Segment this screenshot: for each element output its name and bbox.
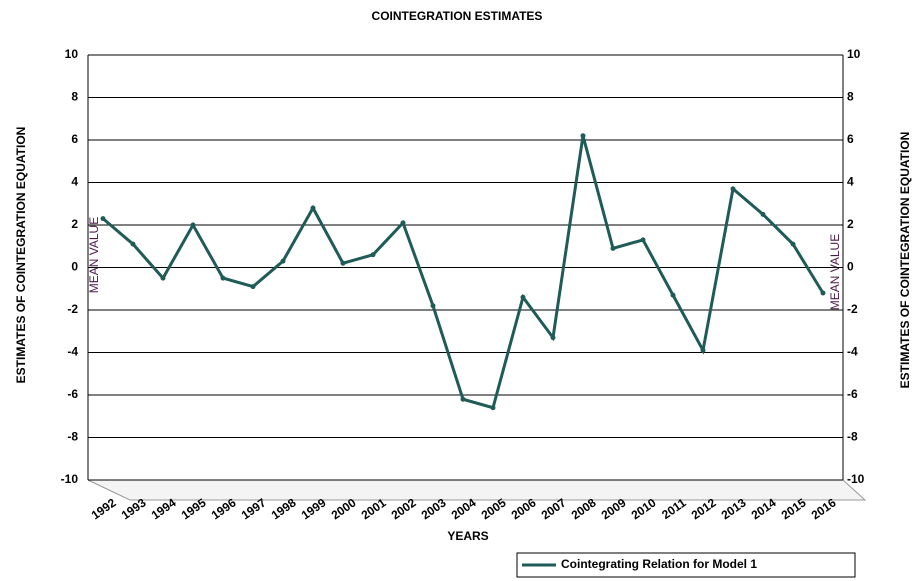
point <box>370 252 376 258</box>
point <box>220 275 226 281</box>
point <box>160 275 166 281</box>
point <box>190 222 196 228</box>
point <box>280 258 286 264</box>
y-tick-label: 4 <box>71 175 78 189</box>
y-tick-label: 8 <box>71 90 78 104</box>
x-axis-label: YEARS <box>447 529 488 543</box>
y-tick-label: 0 <box>71 260 78 274</box>
point <box>250 284 256 290</box>
y-tick-label: -4 <box>67 345 78 359</box>
series-line <box>102 135 825 410</box>
point <box>670 292 676 298</box>
point <box>760 211 766 217</box>
y-tick-label: 2 <box>71 217 78 231</box>
point <box>550 335 556 341</box>
point <box>610 245 616 251</box>
point <box>790 241 796 247</box>
y-tick-label: 6 <box>71 132 78 146</box>
legend <box>516 552 856 578</box>
annotation: MEAN VALUE <box>828 234 842 310</box>
point <box>820 290 826 296</box>
point <box>130 241 136 247</box>
point <box>640 237 646 243</box>
point <box>430 303 436 309</box>
y-tick-label: -8 <box>67 430 78 444</box>
point <box>700 347 706 353</box>
y-axis-label: ESTIMATES OF COINTEGRATION EQUATION <box>14 127 28 384</box>
y2-axis-label: ESTIMATES OF COINTEGRATION EQUATION <box>898 132 912 389</box>
point <box>520 294 526 300</box>
point <box>340 260 346 266</box>
y2-tick-label: 4 <box>847 175 854 189</box>
y2-tick-label: 8 <box>847 90 854 104</box>
point <box>460 396 466 402</box>
point <box>730 186 736 192</box>
y2-tick-label: -4 <box>847 345 858 359</box>
annotation: MEAN VALUE <box>87 217 101 293</box>
y2-tick-label: -8 <box>847 430 858 444</box>
y2-tick-label: -6 <box>847 387 858 401</box>
y2-tick-label: 10 <box>847 47 861 61</box>
y-tick-label: -10 <box>61 472 79 486</box>
y-tick-label: 10 <box>65 47 79 61</box>
chart-title: COINTEGRATION ESTIMATES <box>372 9 543 23</box>
point <box>400 220 406 226</box>
point <box>310 205 316 211</box>
floor <box>87 479 867 501</box>
y2-tick-label: -10 <box>847 472 865 486</box>
point <box>100 216 106 222</box>
y2-tick-label: 0 <box>847 260 854 274</box>
y2-tick-label: 2 <box>847 217 854 231</box>
x-tick-label: 1992 <box>89 495 119 522</box>
y2-tick-label: 6 <box>847 132 854 146</box>
point <box>490 405 496 411</box>
legend-label: Cointegrating Relation for Model 1 <box>561 557 757 571</box>
y2-tick-label: -2 <box>847 302 858 316</box>
y-tick-label: -6 <box>67 387 78 401</box>
y-tick-label: -2 <box>67 302 78 316</box>
point <box>580 133 586 139</box>
